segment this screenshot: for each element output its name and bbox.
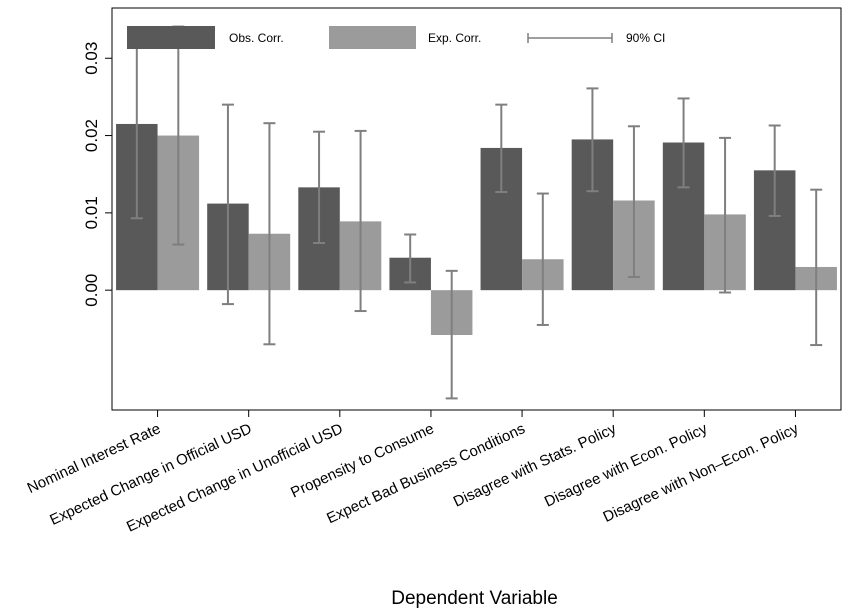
legend-label-obs: Obs. Corr.: [229, 31, 284, 45]
ci-obs-7: [768, 124, 781, 217]
y-tick-label: 0.00: [82, 274, 101, 307]
ci-exp-1: [263, 122, 276, 346]
ci-obs-3: [404, 233, 417, 284]
y-tick-label: 0.01: [82, 196, 101, 229]
y-axis: 0.00 0.01 0.02 0.03: [82, 42, 112, 307]
legend-ci-glyph: [527, 33, 613, 43]
ci-obs-6: [677, 97, 690, 189]
ci-exp-5: [627, 125, 640, 279]
category-label: Disagree with Econ. Policy: [542, 420, 711, 511]
legend-swatch-obs: [127, 26, 215, 49]
ci-exp-6: [719, 136, 732, 294]
ci-obs-2: [313, 130, 326, 245]
x-axis-title: Dependent Variable: [391, 588, 558, 609]
y-tick-label: 0.03: [82, 42, 101, 75]
ci-exp-7: [810, 188, 823, 347]
plot-area: [111, 7, 842, 411]
ci-obs-5: [586, 87, 599, 193]
legend: Obs. Corr. Exp. Corr. 90% CI: [127, 26, 665, 49]
ci-exp-4: [536, 192, 549, 326]
ci-exp-2: [354, 129, 367, 313]
ci-obs-1: [221, 103, 234, 306]
legend-label-ci: 90% CI: [626, 31, 665, 45]
legend-swatch-exp: [329, 26, 416, 49]
legend-label-exp: Exp. Corr.: [428, 31, 481, 45]
category-label: Disagree with Stats. Policy: [451, 420, 620, 511]
ci-exp-3: [445, 269, 458, 400]
plot-frame: [111, 7, 842, 411]
y-tick-label: 0.02: [82, 119, 101, 152]
ci-obs-4: [495, 103, 508, 193]
